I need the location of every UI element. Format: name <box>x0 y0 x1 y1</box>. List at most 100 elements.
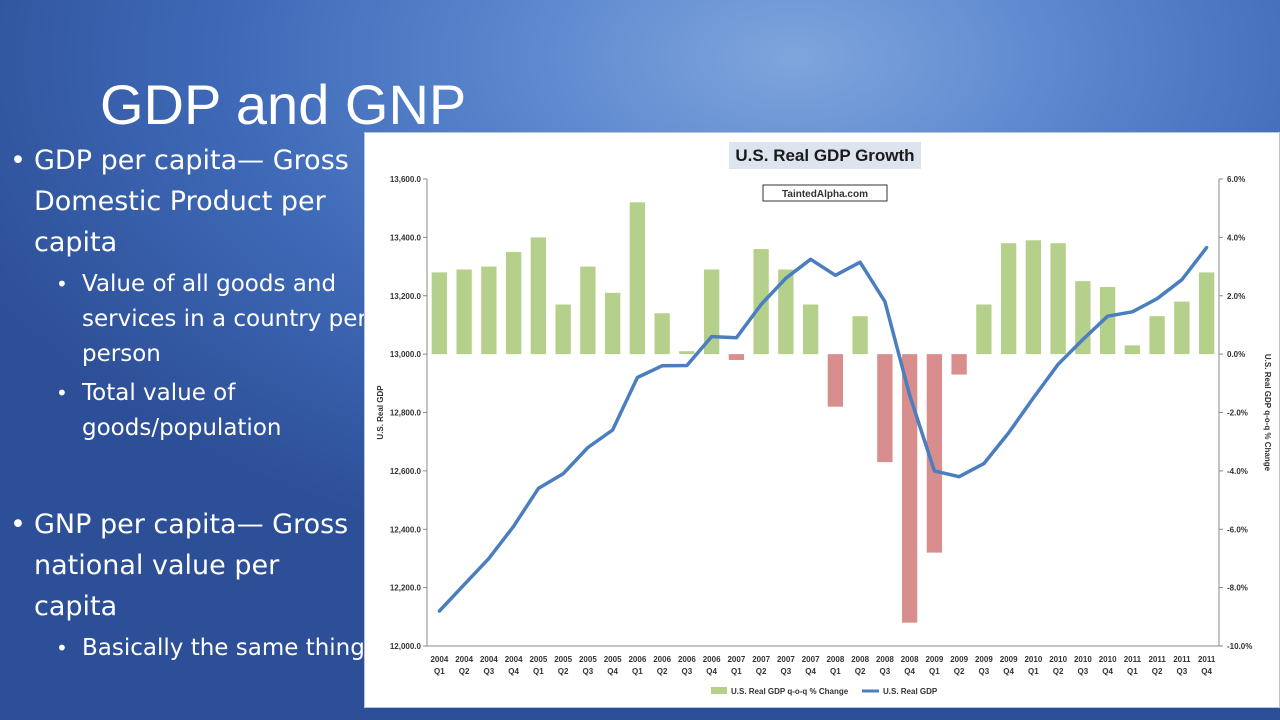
left-tick-label: 12,200.0 <box>390 584 422 593</box>
x-tick-year: 2011 <box>1124 655 1142 664</box>
x-tick-year: 2005 <box>579 655 597 664</box>
gdp-change-bar <box>456 269 472 355</box>
right-tick-label: -10.0% <box>1227 642 1252 651</box>
gdp-change-bar <box>1149 316 1165 355</box>
gdp-change-bar <box>827 354 844 407</box>
watermark-text: TaintedAlpha.com <box>782 189 868 200</box>
left-tick-label: 13,400.0 <box>390 233 422 242</box>
x-tick-year: 2008 <box>901 655 919 664</box>
gdp-change-bar <box>1174 301 1190 355</box>
x-tick-quarter: Q3 <box>682 667 693 676</box>
x-tick-quarter: Q1 <box>929 667 940 676</box>
x-tick-year: 2005 <box>604 655 622 664</box>
gdp-change-bar <box>778 269 794 355</box>
sub-bullet-gdp-formula: Total value of goods/population <box>10 376 370 446</box>
x-tick-quarter: Q3 <box>880 667 891 676</box>
right-axis-title: U.S. Real GDP q-o-q % Change <box>1263 354 1272 472</box>
gdp-change-bar <box>530 237 547 355</box>
x-tick-quarter: Q4 <box>805 667 816 676</box>
gdp-change-bar <box>951 354 967 375</box>
x-tick-year: 2010 <box>1049 655 1067 664</box>
x-tick-year: 2004 <box>505 655 523 664</box>
x-tick-quarter: Q1 <box>1028 667 1039 676</box>
left-tick-label: 13,000.0 <box>390 350 422 359</box>
x-tick-quarter: Q3 <box>1177 667 1188 676</box>
gdp-change-bar <box>505 251 522 355</box>
slide-title: GDP and GNP <box>100 73 467 136</box>
x-tick-quarter: Q3 <box>583 667 594 676</box>
x-tick-quarter: Q4 <box>1102 667 1113 676</box>
x-tick-quarter: Q4 <box>904 667 915 676</box>
x-tick-year: 2006 <box>703 655 721 664</box>
x-tick-year: 2009 <box>1000 655 1018 664</box>
x-tick-quarter: Q2 <box>558 667 569 676</box>
gdp-change-bar <box>802 304 819 355</box>
bullet-gnp-per-capita: GNP per capita— Gross national value per… <box>10 504 370 627</box>
gdp-change-bar <box>852 316 868 355</box>
x-tick-quarter: Q2 <box>954 667 965 676</box>
gdp-change-bar <box>1050 243 1066 355</box>
gdp-change-bar <box>976 304 992 355</box>
x-tick-year: 2005 <box>529 655 547 664</box>
x-tick-quarter: Q3 <box>484 667 495 676</box>
x-tick-year: 2006 <box>653 655 671 664</box>
x-tick-quarter: Q2 <box>855 667 866 676</box>
x-tick-year: 2011 <box>1173 655 1191 664</box>
x-tick-quarter: Q1 <box>533 667 544 676</box>
gdp-change-bar <box>1099 286 1116 355</box>
x-tick-year: 2008 <box>876 655 894 664</box>
gdp-change-bar <box>753 249 769 355</box>
gdp-growth-chart: U.S. Real GDP Growth TaintedAlpha.com 12,0… <box>376 142 1272 696</box>
chart-title: U.S. Real GDP Growth <box>735 146 914 165</box>
x-tick-year: 2007 <box>752 655 770 664</box>
x-tick-quarter: Q1 <box>830 667 841 676</box>
left-tick-label: 13,200.0 <box>390 292 422 301</box>
x-tick-quarter: Q3 <box>979 667 990 676</box>
gdp-change-bar <box>901 354 918 623</box>
x-tick-quarter: Q4 <box>607 667 618 676</box>
x-tick-year: 2009 <box>950 655 968 664</box>
x-tick-year: 2007 <box>727 655 745 664</box>
gdp-change-bar <box>580 266 596 355</box>
left-tick-label: 12,800.0 <box>390 409 422 418</box>
bullet-gdp-per-capita: GDP per capita— Gross Domestic Product p… <box>10 140 370 263</box>
x-tick-year: 2006 <box>678 655 696 664</box>
gdp-change-bar <box>555 304 571 355</box>
left-tick-label: 12,400.0 <box>390 525 422 534</box>
gdp-change-bar <box>728 354 745 360</box>
x-tick-year: 2004 <box>430 655 448 664</box>
x-tick-quarter: Q4 <box>508 667 519 676</box>
gdp-change-bar <box>654 313 670 355</box>
left-tick-label: 13,600.0 <box>390 175 422 184</box>
x-tick-quarter: Q2 <box>756 667 767 676</box>
x-tick-year: 2009 <box>925 655 943 664</box>
x-tick-quarter: Q2 <box>459 667 470 676</box>
left-tick-label: 12,600.0 <box>390 467 422 476</box>
gdp-change-bar <box>604 292 621 355</box>
x-tick-quarter: Q1 <box>731 667 742 676</box>
gdp-change-bar <box>629 202 646 355</box>
x-tick-year: 2008 <box>826 655 844 664</box>
gdp-change-bar <box>481 266 497 355</box>
x-tick-year: 2004 <box>455 655 473 664</box>
sub-bullet-gdp-definition: Value of all goods and services in a cou… <box>10 267 370 372</box>
x-tick-year: 2007 <box>777 655 795 664</box>
x-tick-quarter: Q4 <box>1003 667 1014 676</box>
x-tick-quarter: Q2 <box>657 667 668 676</box>
gdp-change-bar <box>877 354 893 463</box>
x-tick-quarter: Q1 <box>632 667 643 676</box>
chart-panel: U.S. Real GDP Growth TaintedAlpha.com 12,0… <box>364 132 1280 708</box>
x-tick-quarter: Q3 <box>781 667 792 676</box>
x-tick-year: 2005 <box>554 655 572 664</box>
left-axis-title: U.S. Real GDP <box>376 385 385 440</box>
gdp-change-bar <box>1198 272 1215 355</box>
chart-title-background <box>729 142 921 169</box>
left-tick-label: 12,000.0 <box>390 642 422 651</box>
x-tick-year: 2011 <box>1148 655 1166 664</box>
right-tick-label: 6.0% <box>1227 175 1245 184</box>
gdp-change-bar <box>1000 243 1017 355</box>
legend-line-label: U.S. Real GDP <box>883 687 938 696</box>
x-tick-quarter: Q3 <box>1078 667 1089 676</box>
gdp-change-bar <box>926 354 943 553</box>
x-tick-year: 2008 <box>851 655 869 664</box>
